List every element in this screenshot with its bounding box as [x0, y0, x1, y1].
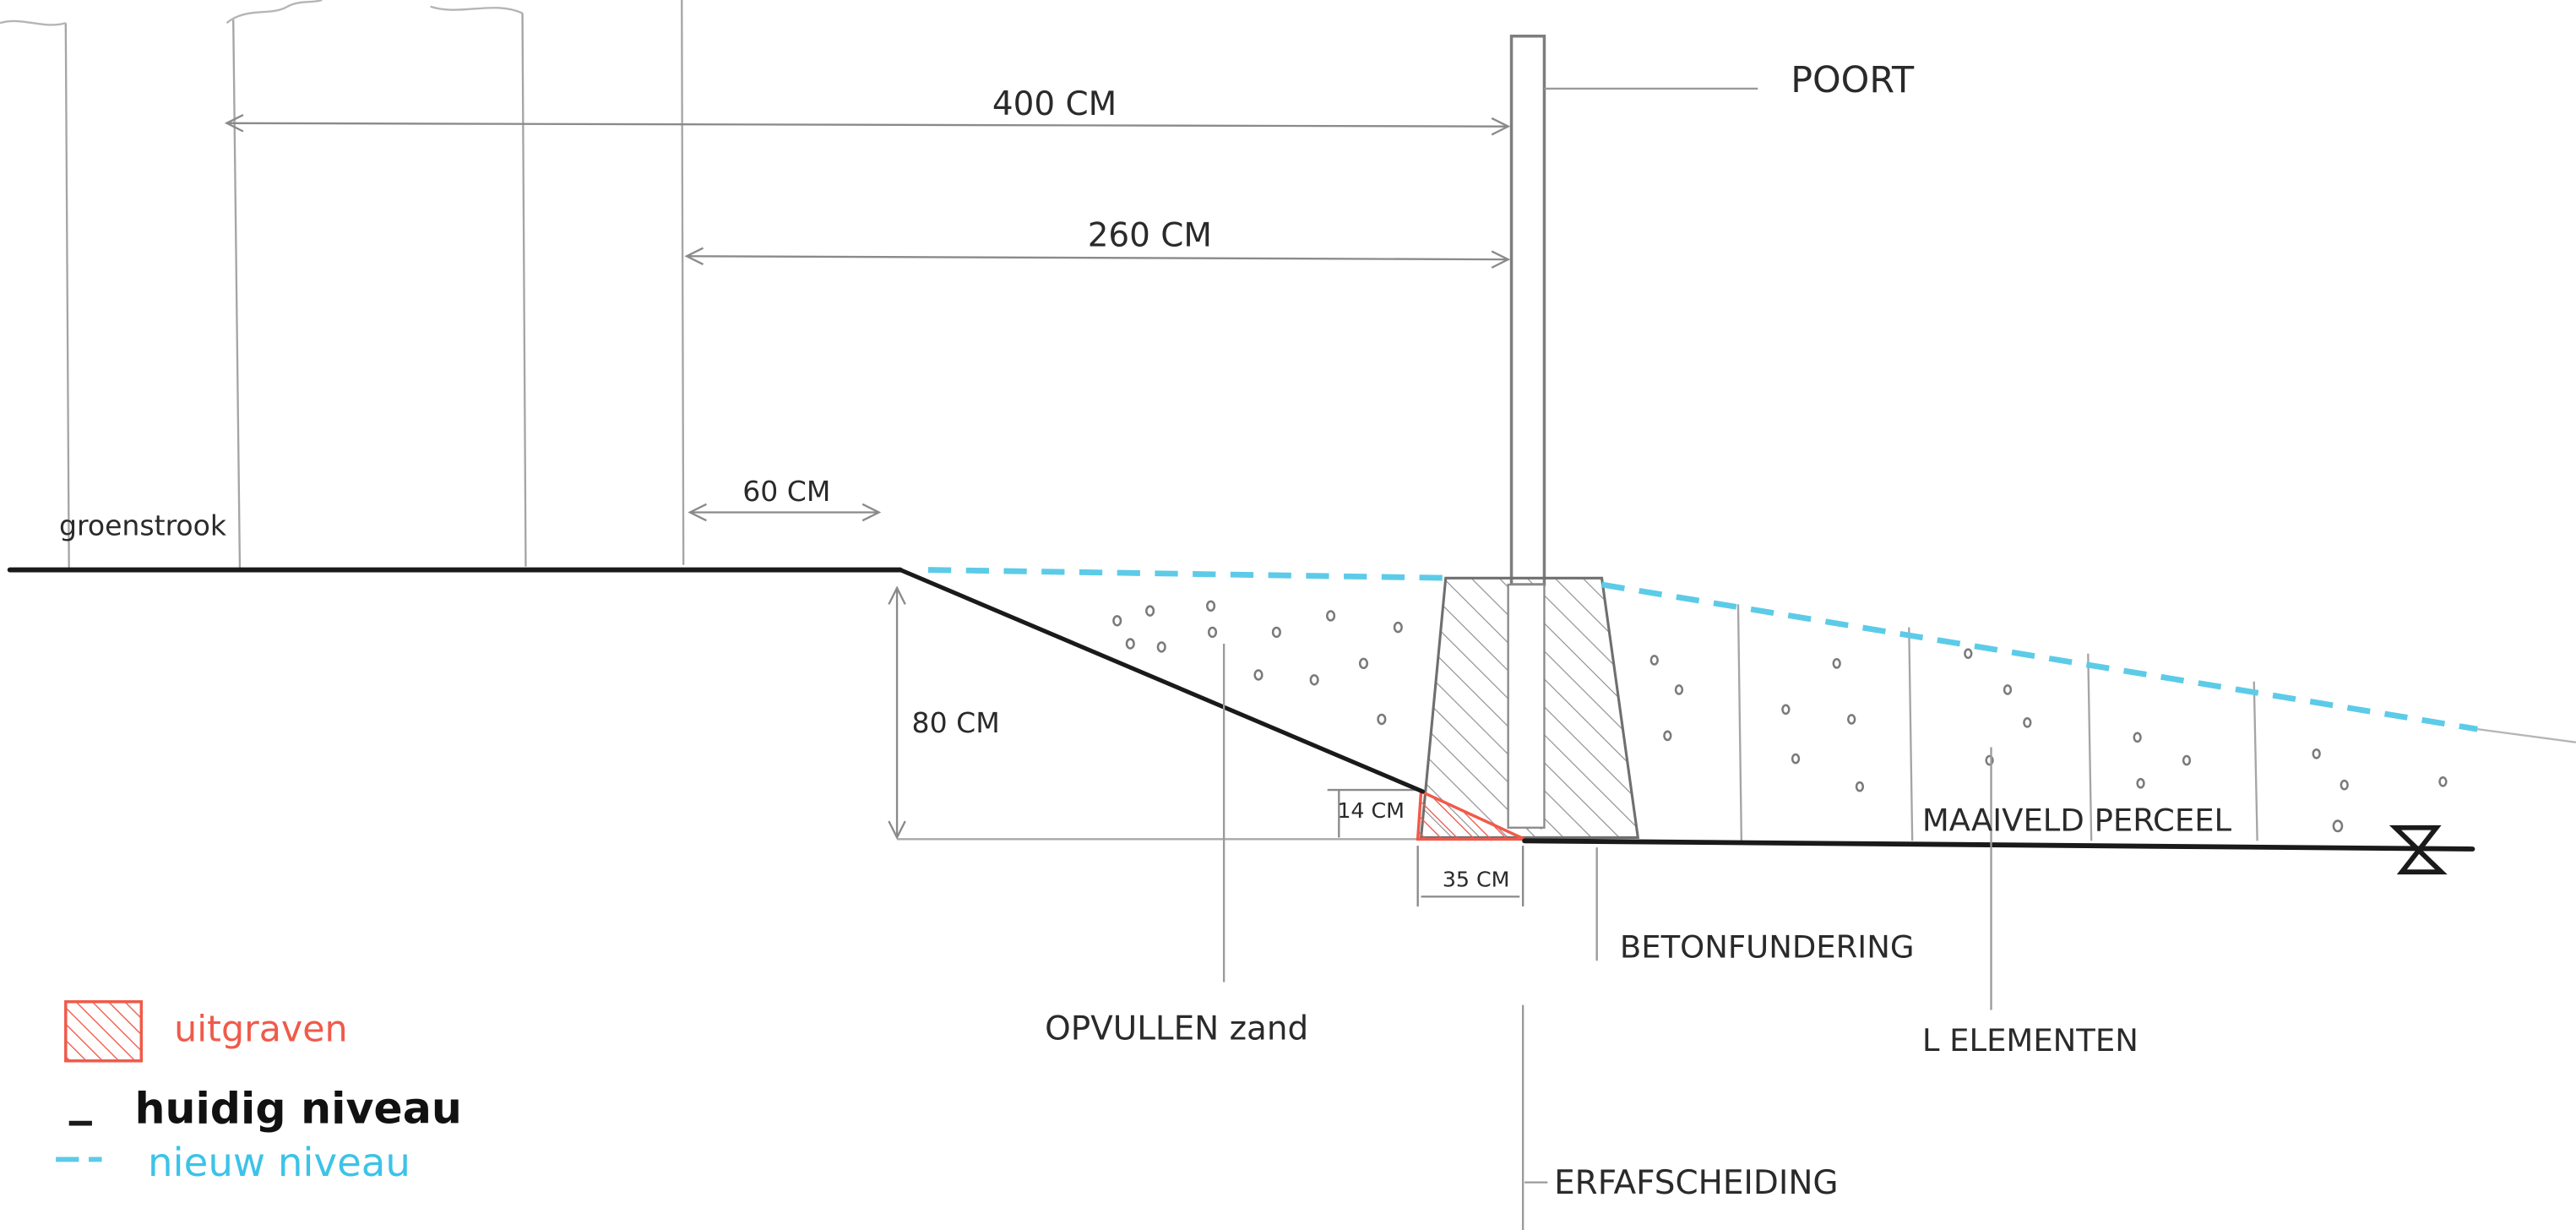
legend-nieuw-label: nieuw niveau [148, 1140, 410, 1186]
legend-excavate-swatch [64, 1000, 144, 1063]
background-pencil-lines [0, 0, 685, 570]
l-elementen-label: L ELEMENTEN [1922, 1022, 2139, 1059]
dimension-60cm [687, 503, 882, 522]
legend-uitgraven-label: uitgraven [174, 1008, 347, 1050]
groenstrook-label: groenstrook [59, 509, 227, 542]
dim-80-label: 80 CM [912, 706, 1000, 739]
fence-post-line [681, 0, 685, 565]
tree-crown-line [430, 5, 524, 14]
dim-14-label: 14 CM [1337, 798, 1405, 823]
dim-400-label: 400 CM [992, 85, 1117, 123]
dim-260-label: 260 CM [1088, 217, 1212, 255]
dimension-80cm [888, 585, 1421, 841]
tree-crown-line [0, 19, 67, 26]
leader-lines [1222, 644, 1992, 1230]
dimension-14cm [1327, 788, 1416, 838]
slope-continuation [2477, 727, 2576, 743]
water-level-marker-icon [2389, 825, 2448, 875]
dimension-260cm [684, 247, 1511, 269]
opvullen-zand-label: OPVULLEN zand [1045, 1010, 1308, 1048]
dim-60-label: 60 CM [742, 475, 830, 508]
new-level-line [927, 567, 2478, 732]
tree-crown-line [226, 0, 323, 24]
gate-post-footing [1507, 583, 1546, 829]
current-level-line [7, 567, 2475, 852]
maaiveld-perceel-label: MAAIVELD PERCEEL [1922, 803, 2232, 839]
legend-huidig-label: huidig niveau [135, 1084, 462, 1134]
tree-trunk-line [521, 13, 527, 567]
tree-trunk-line [64, 23, 70, 570]
l-element-divisions [1736, 604, 2258, 841]
dim-35-label: 35 CM [1443, 868, 1510, 892]
poort-label: POORT [1791, 59, 1915, 101]
tree-trunk-line [232, 19, 242, 570]
legend: uitgraven huidig niveau nieuw niveau [56, 1000, 462, 1186]
sand-dots [1112, 600, 2448, 833]
dimension-400cm [224, 114, 1511, 136]
dimension-35cm [1416, 846, 1524, 907]
sand-fill-area-left [903, 571, 1454, 789]
excavation-area [1416, 789, 1525, 841]
gate-post-body [1509, 35, 1546, 586]
erfafscheiding-label: ERFAFSCHEIDING [1554, 1164, 1838, 1202]
betonfundering-label: BETONFUNDERING [1620, 928, 1915, 965]
